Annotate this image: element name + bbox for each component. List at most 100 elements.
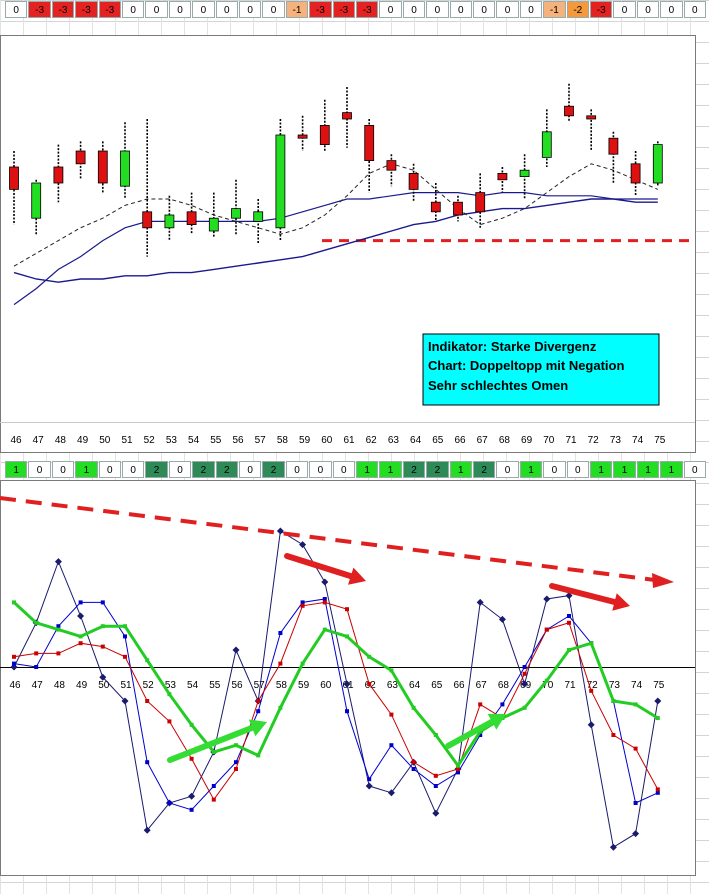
top-strip-cell: 0 — [145, 1, 168, 18]
candle-body — [53, 166, 64, 184]
series-point — [78, 641, 83, 646]
mid-strip-cell: 2 — [192, 461, 215, 478]
mid-strip-cell: 1 — [356, 461, 379, 478]
x-tick-label: 65 — [432, 435, 444, 446]
x-tick-label: 60 — [320, 680, 332, 691]
series-point — [143, 826, 151, 834]
bullish-arrow-head — [487, 713, 506, 730]
mid-strip-cell: 0 — [683, 461, 706, 478]
x-tick-label: 75 — [654, 435, 666, 446]
bearish-arrow — [549, 583, 618, 606]
series-point — [299, 541, 307, 549]
series-point — [433, 784, 438, 788]
series-point — [99, 673, 107, 681]
top-strip-cell: -3 — [309, 1, 332, 18]
mid-strip-cell: 2 — [402, 461, 426, 478]
top-strip-cell: 0 — [519, 1, 543, 18]
series-point — [278, 705, 283, 710]
series-point — [345, 634, 349, 639]
series-point — [123, 654, 127, 659]
series-point — [189, 722, 194, 727]
bearish-arrow-head — [348, 567, 366, 585]
series-point — [234, 760, 238, 765]
top-strip-cell: 0 — [636, 1, 660, 18]
mid-strip-cell: 0 — [239, 461, 262, 478]
series-point — [34, 665, 39, 669]
mid-strip-cell: 0 — [122, 461, 145, 478]
series-point — [100, 600, 105, 605]
annotation-background — [422, 333, 660, 406]
candle-body — [342, 112, 352, 120]
series-point — [589, 688, 594, 693]
series-point — [100, 644, 105, 649]
mid-strip-cell: 1 — [590, 461, 613, 478]
series-point — [34, 620, 39, 625]
mid-strip-cell: 0 — [285, 461, 309, 478]
x-tick-label: 49 — [76, 680, 88, 691]
series-point — [633, 801, 638, 805]
series-point — [211, 797, 216, 802]
top-strip-cell: -1 — [285, 1, 309, 18]
x-tick-label: 56 — [231, 680, 243, 691]
top-strip-cell: 0 — [262, 1, 285, 18]
series-point — [321, 578, 329, 586]
x-tick-label: 50 — [99, 435, 111, 446]
series-point — [544, 678, 549, 683]
mid-strip-cell: 2 — [473, 461, 496, 478]
top-strip-cell: 0 — [683, 1, 706, 18]
series-point — [433, 733, 438, 737]
candle-body — [541, 131, 552, 158]
mid-strip-cell: 2 — [426, 461, 449, 478]
top-strip-cell: -3 — [28, 1, 51, 18]
candle-body — [186, 211, 197, 226]
x-tick-label: 67 — [477, 435, 489, 446]
x-tick-label: 74 — [631, 680, 643, 691]
series-point — [211, 750, 216, 754]
series-point — [12, 661, 16, 666]
series-point — [367, 777, 372, 782]
x-tick-label: 47 — [32, 680, 44, 691]
oscillator-marks: 4647484950515253545556575859606162636465… — [0, 527, 695, 851]
series-point — [343, 680, 351, 688]
series-point — [188, 792, 196, 800]
price-chart-panel: 46 47 48 49 50 51 52 53 54 55 56 57 58 59 60 61 62 63 64 65… — [0, 35, 696, 453]
series-point — [522, 705, 527, 710]
x-tick-label: 53 — [165, 680, 177, 691]
series-point — [256, 709, 261, 714]
moving-average-long — [13, 198, 658, 283]
series-point — [543, 595, 551, 603]
x-tick-label: 47 — [33, 435, 45, 446]
top-strip-cell: -2 — [566, 1, 589, 18]
x-tick-label: 71 — [564, 680, 576, 691]
series-point — [56, 627, 61, 632]
candle-body — [275, 134, 286, 229]
oscillator-chart-frame — [0, 480, 696, 876]
series-point — [476, 598, 484, 606]
series-point — [655, 716, 660, 720]
series-point — [278, 661, 283, 666]
candle-body — [164, 214, 175, 229]
x-tick-label: 55 — [210, 435, 222, 446]
series-point — [167, 719, 172, 724]
series-point — [189, 756, 194, 761]
mid-strip-cell: 1 — [519, 461, 543, 478]
bullish-arrow-head — [248, 719, 267, 737]
candle-body — [75, 150, 86, 165]
series-point — [544, 627, 549, 632]
candle-body — [430, 201, 441, 213]
mid-strip-cell: 0 — [98, 461, 121, 478]
x-tick-label: 50 — [98, 680, 110, 691]
oscillator-chart-panel: 4647484950515253545556575859606162636465… — [0, 480, 696, 876]
oscillator-series-line — [13, 598, 659, 811]
series-point — [123, 634, 127, 639]
series-point — [567, 620, 571, 625]
mid-strip-cell: 1 — [613, 461, 636, 478]
annotation-line-3: Sehr schlechtes Omen — [428, 378, 568, 393]
candle-body — [208, 217, 219, 232]
series-point — [322, 597, 327, 601]
candle-body — [453, 201, 463, 216]
annotation-line-1: Indikator: Starke Divergenz — [428, 339, 597, 354]
series-point — [34, 651, 39, 656]
series-point — [256, 753, 261, 758]
candle-body — [564, 105, 574, 117]
